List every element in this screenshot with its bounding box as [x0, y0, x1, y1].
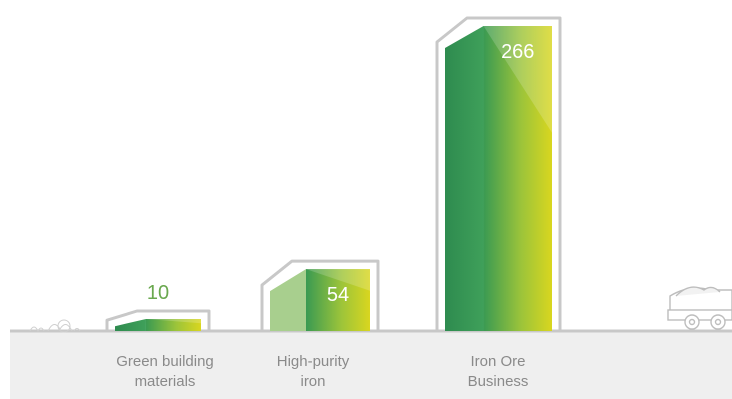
category-label-green-building-materials: Green building materials [116, 353, 214, 390]
grass-decoration-icon [29, 319, 81, 333]
mining-dump-truck-icon [667, 286, 732, 330]
value-labels: 10 54 266 [147, 41, 535, 306]
bar-iron-ore-business [483, 26, 552, 331]
bar-side-iron-ore-business [445, 26, 484, 331]
category-label-high-purity-iron: High-purity iron [276, 353, 350, 390]
bar-side-high-purity-iron [270, 269, 306, 331]
bar-highlight-high-purity-iron [306, 269, 370, 291]
value-label-green-building-materials: 10 [147, 282, 169, 304]
value-label-iron-ore-business: 266 [501, 41, 534, 63]
bar-green-building-materials [145, 319, 201, 331]
category-label-iron-ore-business: Iron Ore Business [467, 353, 529, 390]
bar-side-green-building-materials [115, 319, 146, 331]
value-label-high-purity-iron: 54 [327, 284, 349, 306]
bar-high-purity-iron [306, 269, 370, 331]
bar-highlight-green-building-materials [145, 319, 201, 324]
ground-band [10, 331, 732, 399]
bars-group [115, 26, 552, 331]
bar-highlight-iron-ore-business [483, 26, 552, 133]
